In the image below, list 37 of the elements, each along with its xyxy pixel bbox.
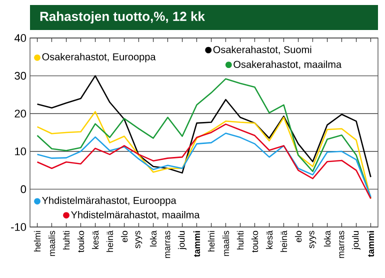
x-tick-label: touko (77, 230, 84, 252)
x-tick-label: heinä (280, 230, 288, 252)
x-tick-label: elo (120, 230, 128, 242)
x-tick-label: loka (150, 230, 157, 246)
x-tick-label: joulu (178, 231, 186, 250)
x-tick-label: maalis (48, 230, 56, 256)
y-tick-label: 20 (14, 110, 26, 118)
y-tick-label: 0 (20, 185, 26, 194)
x-tick-label: kesä (92, 230, 99, 249)
x-tick-label: syys (309, 230, 316, 248)
legend-label: Osakerahastot, Suomi (213, 46, 312, 54)
x-tick-label: marras (165, 230, 170, 258)
y-tick-label: 10 (15, 148, 26, 156)
x-tick-label: tammi (367, 231, 374, 257)
x-tick-label: huhti (236, 231, 244, 250)
x-tick-label: heinä (106, 230, 114, 252)
x-tick-label: kesä (266, 230, 273, 249)
legend-label: Osakerahastot, maailma (234, 60, 342, 70)
x-tick-label: helmi (34, 231, 41, 252)
chart-title: Rahastojen tuotto,%, 12 kk (40, 11, 205, 24)
x-tick-label: syys (135, 230, 142, 248)
y-tick-label: -10 (11, 223, 26, 231)
x-tick-label: huhti (62, 231, 70, 250)
y-tick-label: 40 (14, 34, 26, 42)
x-tick-label: marras (339, 230, 344, 258)
x-tick-label: tammi (193, 231, 200, 257)
x-tick-label: loka (324, 230, 331, 246)
legend-label: Osakerahastot, Eurooppa (42, 52, 156, 62)
x-tick-label: helmi (208, 231, 215, 252)
x-tick-label: elo (294, 230, 302, 242)
y-tick-label: 30 (14, 72, 26, 80)
x-tick-label: maalis (222, 230, 230, 256)
x-tick-label: joulu (352, 231, 360, 250)
line-series (36, 75, 372, 178)
legend-label: Yhdistelmärahastot, maailma (71, 211, 200, 220)
legend-label: Yhdistelmärahastot, Eurooppa (42, 196, 176, 206)
x-tick-label: touko (251, 230, 258, 252)
